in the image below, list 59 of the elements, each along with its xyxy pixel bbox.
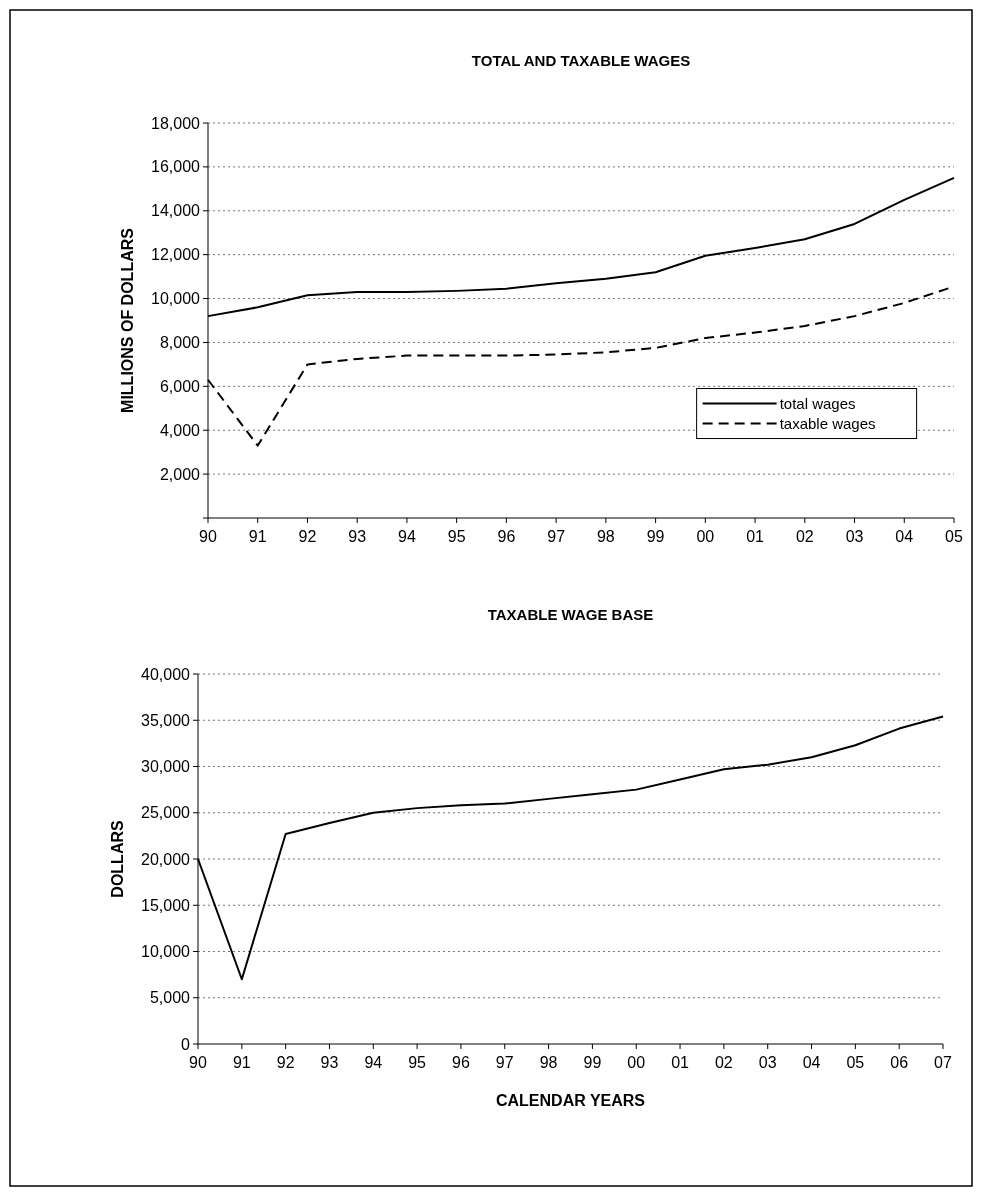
x-tick-label: 96 xyxy=(452,1054,470,1071)
x-tick-label: 00 xyxy=(627,1054,646,1071)
x-tick-label: 98 xyxy=(539,1054,558,1071)
x-tick-label: 91 xyxy=(232,1054,251,1071)
chart-title: TOTAL AND TAXABLE WAGES xyxy=(471,52,691,69)
x-tick-label: 98 xyxy=(596,528,615,545)
y-tick-label: 4,000 xyxy=(159,421,201,439)
x-tick-label: 07 xyxy=(934,1054,952,1071)
y-tick-label: 20,000 xyxy=(141,850,191,868)
x-tick-label: 91 xyxy=(248,528,267,545)
x-tick-label: 02 xyxy=(714,1054,733,1071)
y-tick-label: 8,000 xyxy=(159,334,201,352)
x-tick-label: 05 xyxy=(846,1054,865,1071)
x-tick-label: 97 xyxy=(495,1054,514,1071)
y-tick-label: 25,000 xyxy=(141,804,191,822)
y-tick-label: 10,000 xyxy=(141,943,191,961)
x-tick-label: 01 xyxy=(746,528,765,545)
y-tick-label: 35,000 xyxy=(141,711,191,729)
x-tick-label: 99 xyxy=(583,1054,602,1071)
x-axis-title: CALENDAR YEARS xyxy=(495,1092,646,1109)
x-tick-label: 90 xyxy=(199,528,217,545)
x-tick-label: 01 xyxy=(671,1054,690,1071)
x-tick-label: 90 xyxy=(189,1054,207,1071)
x-tick-label: 03 xyxy=(758,1054,777,1071)
x-tick-label: 04 xyxy=(895,528,914,545)
x-tick-label: 94 xyxy=(398,528,416,545)
x-tick-label: 93 xyxy=(348,528,367,545)
y-tick-label: 30,000 xyxy=(141,758,191,776)
x-tick-label: 92 xyxy=(298,528,317,545)
x-tick-label: 99 xyxy=(646,528,665,545)
x-tick-label: 02 xyxy=(795,528,814,545)
legend-label: taxable wages xyxy=(779,414,876,432)
y-tick-label: 10,000 xyxy=(151,290,201,308)
legend-label: total wages xyxy=(779,394,856,412)
y-tick-label: 6,000 xyxy=(159,377,201,395)
x-tick-label: 03 xyxy=(845,528,864,545)
y-tick-label: 16,000 xyxy=(151,158,201,176)
x-tick-label: 97 xyxy=(547,528,566,545)
y-tick-label: 40,000 xyxy=(141,665,191,683)
x-tick-label: 06 xyxy=(890,1054,909,1071)
y-tick-label: 0 xyxy=(181,1035,191,1053)
y-axis-title: MILLIONS OF DOLLARS xyxy=(119,227,136,413)
chart-title: TAXABLE WAGE BASE xyxy=(487,606,654,623)
x-tick-label: 93 xyxy=(320,1054,339,1071)
y-tick-label: 2,000 xyxy=(159,465,201,483)
y-tick-label: 12,000 xyxy=(151,246,201,264)
x-tick-label: 94 xyxy=(364,1054,383,1071)
y-tick-label: 14,000 xyxy=(151,202,201,220)
y-tick-label: 5,000 xyxy=(149,989,191,1007)
x-tick-label: 04 xyxy=(802,1054,821,1071)
y-axis-title: DOLLARS xyxy=(109,820,126,898)
x-tick-label: 96 xyxy=(497,528,516,545)
y-tick-label: 15,000 xyxy=(141,896,191,914)
y-tick-label: 18,000 xyxy=(151,114,201,132)
x-tick-label: 95 xyxy=(408,1054,427,1071)
x-tick-label: 05 xyxy=(945,528,963,545)
x-tick-label: 95 xyxy=(447,528,466,545)
x-tick-label: 00 xyxy=(696,528,715,545)
x-tick-label: 92 xyxy=(276,1054,295,1071)
